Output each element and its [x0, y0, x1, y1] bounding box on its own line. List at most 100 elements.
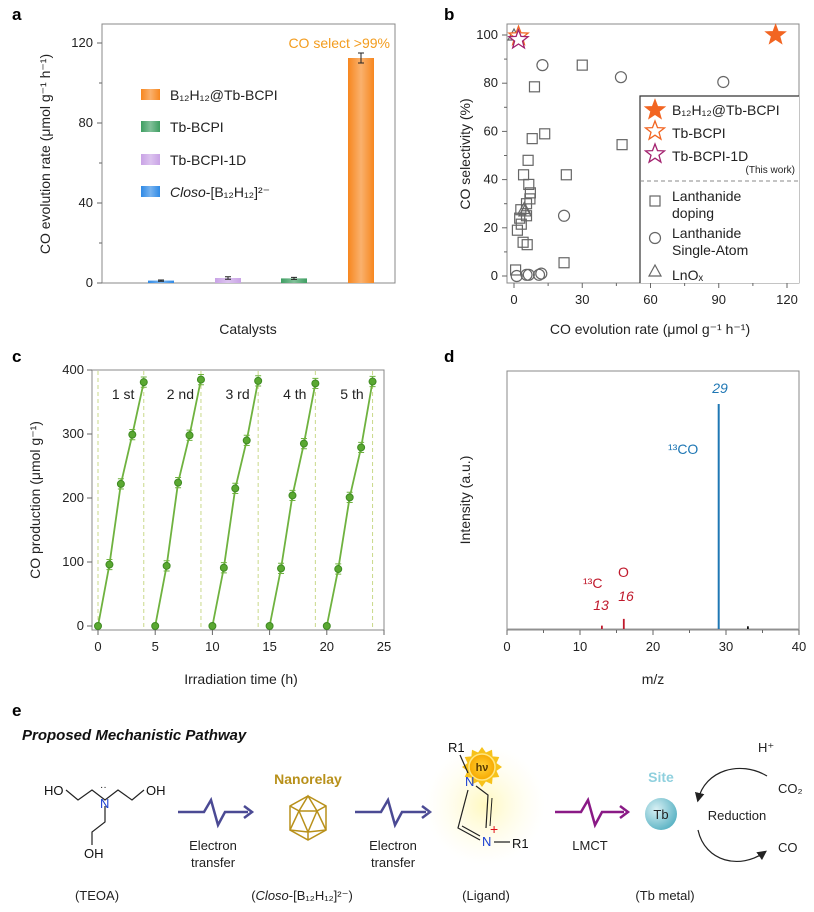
data-point: [522, 268, 535, 281]
legend-label-text: Tb-BCPI-1D: [170, 152, 246, 168]
electron-transfer-arrow-icon: [178, 796, 255, 829]
light-glow: [425, 745, 545, 865]
data-point: [526, 133, 538, 145]
teoa-oh: OH: [146, 783, 166, 798]
tb-caption: (Tb metal): [635, 888, 694, 903]
x-tick-label: 10: [573, 639, 587, 654]
y-axis-label: CO selectivity (%): [457, 98, 473, 209]
x-tick-label: 90: [712, 292, 726, 307]
data-point: [231, 484, 240, 493]
y-tick-label: 40: [79, 195, 93, 210]
imidazolium-structure: R1 N N + R1: [448, 740, 529, 851]
data-point: [174, 478, 183, 487]
ligand-n2: N: [482, 834, 491, 849]
y-tick-label: 40: [484, 172, 498, 187]
data-point: [510, 269, 523, 283]
data-point: [517, 203, 532, 217]
data-point: [539, 128, 551, 140]
legend-label: Tb-BCPI: [672, 125, 726, 141]
teoa-n: N: [100, 796, 109, 811]
lmct-arrow-icon: [555, 796, 631, 829]
bar-highlight: [281, 278, 307, 283]
teoa-structure: HO OH OH N ··: [44, 782, 166, 861]
data-point: [94, 622, 102, 630]
this-work-note: (This work): [746, 165, 795, 176]
data-point: [128, 430, 137, 439]
x-tick-label: 0: [503, 639, 510, 654]
ligand-caption: (Ligand): [462, 888, 510, 903]
step2-label-line1: Electron: [369, 838, 417, 853]
legend-swatch-highlight: [141, 89, 160, 100]
x-axis-label: CO evolution rate (μmol g⁻¹ h⁻¹): [550, 321, 750, 337]
legend: (This work) B₁₂H₁₂@Tb-BCPI Tb-BCPI Tb-BCPI…: [639, 95, 799, 283]
x-tick-label: 60: [643, 292, 657, 307]
legend-label: Lanthanide: [672, 225, 742, 241]
x-tick-label: 5: [152, 639, 159, 654]
data-point: [219, 563, 228, 572]
cycle-label: 5 th: [340, 386, 363, 402]
legend-label: Single-Atom: [672, 242, 748, 258]
data-point: [509, 264, 522, 276]
plot-frame: [91, 369, 385, 631]
data-point: [311, 379, 320, 388]
data-point: [185, 431, 194, 440]
co2-label: CO₂: [778, 781, 803, 796]
x-axis-label: Catalysts: [219, 321, 277, 337]
x-tick-label: 0: [510, 292, 517, 307]
co-label: CO: [778, 840, 798, 855]
data-point: [139, 378, 148, 387]
x-tick-label: 30: [719, 639, 733, 654]
data-point: [521, 239, 533, 251]
y-tick-label: 0: [86, 275, 93, 290]
x-tick-label: 20: [646, 639, 660, 654]
legend-marker: [643, 119, 667, 141]
plot-frame: [506, 370, 800, 631]
data-point: [208, 622, 217, 630]
data-point: [517, 236, 529, 248]
chart-b: 0 30 60 90 120 0 20 40 60 80 100 (This work) B₁₂H₁…: [457, 23, 800, 337]
panel-label-d: d: [444, 347, 454, 366]
x-tick-label: 120: [776, 292, 798, 307]
series-line: [211, 380, 260, 627]
peak-label: 16: [618, 588, 634, 604]
data-point: [162, 561, 171, 570]
panel-label-a: a: [12, 5, 22, 24]
y-tick-label: 80: [79, 115, 93, 130]
nanorelay-caption: (Closo-[B₁₂H₁₂]²⁻): [251, 888, 353, 903]
peak-label: 29: [711, 380, 728, 396]
scheme-title: Proposed Mechanistic Pathway: [22, 727, 247, 744]
sun-icon: hν: [462, 747, 502, 787]
c13-annotation: ¹³C: [583, 575, 602, 591]
cycle-label: 4 th: [283, 386, 306, 402]
data-point: [524, 193, 536, 205]
x-axis-label: Irradiation time (h): [184, 671, 298, 687]
y-tick-label: 200: [62, 490, 84, 505]
legend-label: Closo-[B₁₂H₁₂]²⁻: [170, 184, 270, 200]
co13-annotation: ¹³CO: [668, 441, 698, 457]
legend-label: Lanthanide: [672, 188, 742, 204]
legend-marker: [649, 195, 661, 207]
y-axis-label: CO production (μmol g⁻¹): [27, 421, 43, 579]
teoa-oh-bottom: OH: [84, 846, 104, 861]
ligand-charge: +: [490, 821, 498, 837]
data-point: [576, 59, 588, 71]
bar-highlight: [148, 280, 174, 283]
data-point: [511, 224, 524, 236]
data-point: [116, 479, 125, 488]
data-point: [334, 565, 343, 574]
data-point: [528, 81, 541, 93]
panel-label-e: e: [12, 701, 21, 720]
data-point: [517, 169, 530, 181]
x-tick-label: 30: [575, 292, 589, 307]
bar-highlight: [348, 58, 374, 283]
data-point: [523, 178, 535, 191]
legend-label-italic: Closo: [170, 184, 206, 200]
legend-swatch-highlight: [141, 154, 160, 165]
data-point: [357, 443, 366, 452]
data-point: [558, 257, 570, 269]
data-point: [288, 491, 297, 500]
x-tick-label: 15: [262, 639, 276, 654]
legend-label: B₁₂H₁₂@Tb-BCPI: [672, 102, 780, 118]
y-tick-label: 100: [476, 27, 498, 42]
